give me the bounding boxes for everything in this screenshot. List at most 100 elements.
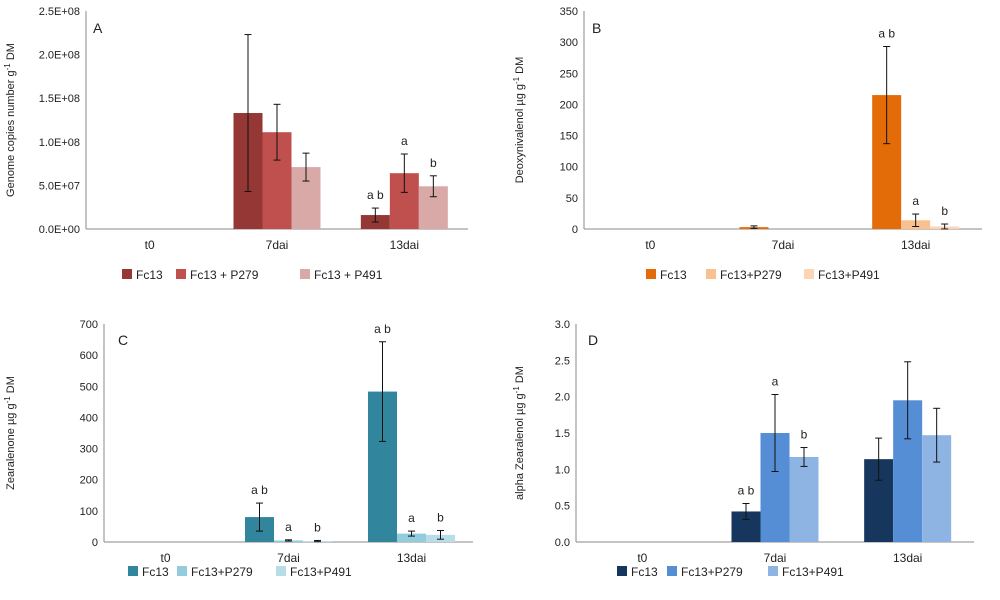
y-tick-label: 0.0E+00 bbox=[39, 224, 80, 236]
x-category-label: t0 bbox=[637, 551, 647, 565]
legend-swatch bbox=[276, 566, 286, 576]
y-tick-label: 1.5E+08 bbox=[39, 93, 80, 105]
legend-swatch bbox=[667, 566, 677, 576]
y-tick-label: 2.5 bbox=[555, 355, 570, 367]
legend-swatch bbox=[646, 269, 656, 279]
panel-letter: C bbox=[118, 332, 128, 348]
significance-label: b bbox=[941, 204, 948, 218]
legend-swatch bbox=[617, 566, 627, 576]
significance-label: b bbox=[801, 428, 808, 442]
significance-label: b bbox=[430, 156, 437, 170]
y-tick-label: 250 bbox=[560, 68, 578, 80]
legend-label: Fc13+P491 bbox=[818, 268, 880, 282]
y-tick-label: 2.0E+08 bbox=[39, 50, 80, 62]
y-axis-title-main: Zearalenone µg g bbox=[5, 403, 17, 489]
y-tick-label: 100 bbox=[560, 162, 578, 174]
bar bbox=[397, 533, 426, 542]
y-tick-label: 0.0 bbox=[555, 537, 570, 549]
significance-label: a bbox=[408, 511, 415, 525]
panel-a: 0.0E+00 5.0E+07 1.0E+08 1.5E+08 2.0E+08 2.5E+… bbox=[3, 6, 468, 282]
significance-label: a bbox=[912, 194, 919, 208]
y-tick-label: 1.0E+08 bbox=[39, 137, 80, 149]
y-tick-label: 200 bbox=[560, 99, 578, 111]
legend-label: Fc13 bbox=[142, 565, 169, 579]
legend-label: Fc13+P491 bbox=[782, 565, 844, 579]
panel-letter: A bbox=[93, 20, 103, 36]
y-axis-title-superscript: -1 bbox=[512, 76, 521, 84]
legend-label: Fc13+P279 bbox=[720, 268, 782, 282]
y-axis-title-superscript: -1 bbox=[3, 63, 12, 71]
legend-swatch bbox=[804, 269, 814, 279]
legend-swatch bbox=[706, 269, 716, 279]
y-tick-label: 1.0 bbox=[555, 464, 570, 476]
x-category-label: 7dai bbox=[266, 238, 289, 252]
y-axis-title-main: Genome copies number g bbox=[5, 70, 17, 197]
legend-label: Fc13 bbox=[660, 268, 687, 282]
y-tick-label: 0.5 bbox=[555, 501, 570, 513]
y-tick-label: 150 bbox=[560, 131, 578, 143]
legend-label: Fc13 + P491 bbox=[314, 268, 383, 282]
y-axis-title: Deoxynivalenol µg g-1 DM bbox=[512, 57, 527, 184]
legend-label: Fc13+P279 bbox=[191, 565, 253, 579]
y-tick-label: 300 bbox=[560, 37, 578, 49]
x-category-label: 13dai bbox=[390, 238, 419, 252]
y-tick-label: 300 bbox=[80, 444, 98, 456]
legend-swatch bbox=[176, 269, 186, 279]
legend-label: Fc13 bbox=[631, 565, 658, 579]
x-category-label: 13dai bbox=[901, 238, 930, 252]
y-tick-label: 2.0 bbox=[555, 392, 570, 404]
y-tick-label: 5.0E+07 bbox=[39, 180, 80, 192]
y-axis-title-superscript: -1 bbox=[512, 386, 521, 394]
x-category-label: 7dai bbox=[772, 238, 795, 252]
panel-d: 0.0 0.5 1.0 1.5 2.0 2.5 3.0 alpha Zearalenol µg… bbox=[512, 319, 974, 579]
significance-label: a b bbox=[738, 483, 755, 497]
bar bbox=[789, 456, 819, 542]
y-tick-label: 3.0 bbox=[555, 319, 570, 331]
y-axis-title-main: alpha Zearalenol µg g bbox=[514, 393, 526, 500]
y-axis-title: Zearalenone µg g-1 DM bbox=[3, 376, 18, 490]
y-axis-title: Genome copies number g-1 DM bbox=[3, 43, 18, 197]
y-axis-title-unit: DM bbox=[5, 376, 17, 396]
legend-label: Fc13 + P279 bbox=[190, 268, 259, 282]
significance-label: a bbox=[772, 374, 779, 388]
y-tick-label: 2.5E+08 bbox=[39, 6, 80, 18]
y-tick-label: 200 bbox=[80, 475, 98, 487]
x-category-label: t0 bbox=[645, 238, 655, 252]
significance-label: b bbox=[437, 510, 444, 524]
significance-label: a b bbox=[367, 188, 384, 202]
legend-label: Fc13+P279 bbox=[681, 565, 743, 579]
y-tick-label: 600 bbox=[80, 350, 98, 362]
significance-label: a bbox=[401, 134, 408, 148]
x-category-label: 7dai bbox=[277, 551, 300, 565]
y-axis-title-unit: DM bbox=[514, 366, 526, 386]
y-tick-label: 1.5 bbox=[555, 428, 570, 440]
y-tick-label: 700 bbox=[80, 319, 98, 331]
y-tick-label: 50 bbox=[566, 193, 578, 205]
y-tick-label: 500 bbox=[80, 381, 98, 393]
legend-swatch bbox=[122, 269, 132, 279]
panel-c: 0 100 200 300 400 500 600 700 Zearalenone µg g-1… bbox=[3, 319, 473, 579]
y-axis-title-unit: DM bbox=[5, 43, 17, 63]
legend-swatch bbox=[128, 566, 138, 576]
panel-b: 0 50 100 150 200 250 300 350 Deoxynivalenol µg g… bbox=[512, 6, 982, 282]
y-axis-title-main: Deoxynivalenol µg g bbox=[514, 84, 526, 183]
x-category-label: t0 bbox=[160, 551, 170, 565]
legend-swatch bbox=[768, 566, 778, 576]
y-axis-title-unit: DM bbox=[514, 57, 526, 77]
y-tick-label: 100 bbox=[80, 506, 98, 518]
significance-label: a b bbox=[374, 322, 391, 336]
y-tick-label: 350 bbox=[560, 6, 578, 18]
significance-label: b bbox=[314, 520, 321, 534]
x-category-label: t0 bbox=[145, 238, 155, 252]
x-category-label: 13dai bbox=[893, 551, 922, 565]
panel-letter: D bbox=[588, 332, 598, 348]
x-category-label: 13dai bbox=[397, 551, 426, 565]
panel-letter: B bbox=[592, 20, 601, 36]
y-tick-label: 0 bbox=[92, 537, 98, 549]
y-axis-title: alpha Zearalenol µg g-1 DM bbox=[512, 366, 527, 500]
y-axis-title-superscript: -1 bbox=[3, 396, 12, 404]
significance-label: a bbox=[285, 520, 292, 534]
legend-swatch bbox=[177, 566, 187, 576]
legend-swatch bbox=[300, 269, 310, 279]
